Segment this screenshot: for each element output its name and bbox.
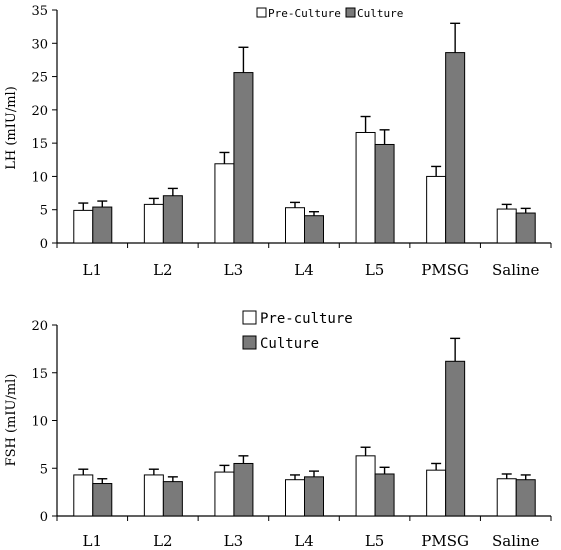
- fsh-category-label: L5: [365, 532, 385, 550]
- fsh-category-label: L1: [83, 532, 103, 550]
- lh-legend: Pre-Culture Culture: [256, 7, 403, 20]
- lh-legend-swatch-culture: [345, 7, 356, 18]
- lh-legend-label-culture: Culture: [357, 7, 403, 20]
- fsh-legend: Pre-culture Culture: [242, 310, 353, 352]
- fsh-bar-culture: [304, 476, 324, 517]
- fsh-bar-pre: [426, 469, 447, 517]
- lh-category-label: Saline: [492, 261, 539, 279]
- fsh-category-label: L3: [224, 532, 244, 550]
- lh-bar-culture: [515, 212, 536, 244]
- lh-y-tick-label: 30: [31, 37, 48, 52]
- fsh-bar-pre: [496, 478, 517, 517]
- fsh-y-axis-label: FSH (mIU/ml): [4, 374, 19, 467]
- fsh-y-tick-label: 10: [31, 415, 48, 430]
- fsh-bar-culture: [515, 479, 536, 517]
- lh-bar-culture: [374, 143, 395, 244]
- lh-category-label: L3: [224, 261, 244, 279]
- fsh-y-tick-label: 5: [40, 462, 48, 477]
- lh-category-label: L5: [365, 261, 385, 279]
- fsh-bar-culture: [92, 483, 113, 517]
- lh-legend-label-pre: Pre-Culture: [268, 7, 341, 20]
- fsh-category-label: L4: [294, 532, 314, 550]
- lh-y-tick-label: 15: [31, 137, 48, 152]
- fsh-bar-culture: [374, 473, 395, 517]
- lh-bar-pre: [496, 208, 517, 244]
- lh-bar-pre: [355, 131, 376, 244]
- fsh-chart: FSH (mIU/ml) Pre-culture Culture 0 5 10 15 2…: [4, 310, 552, 550]
- fsh-bar-culture: [445, 360, 466, 517]
- fsh-bar-pre: [214, 471, 235, 517]
- lh-category-label: L2: [153, 261, 173, 279]
- lh-bar-culture: [233, 72, 254, 244]
- lh-bar-culture: [162, 195, 183, 244]
- lh-chart: LH (mIU/ml) Pre-Culture Culture 0 5 10 15 20…: [4, 4, 552, 279]
- lh-bar-pre: [426, 175, 447, 244]
- lh-y-tick-label: 0: [40, 237, 48, 252]
- lh-category-label: L1: [83, 261, 103, 279]
- lh-bar-pre: [73, 209, 94, 244]
- lh-bar-culture: [92, 206, 113, 244]
- fsh-category-label: L2: [153, 532, 173, 550]
- fsh-bar-pre: [73, 474, 94, 517]
- fsh-bar-culture: [162, 481, 183, 517]
- lh-legend-swatch-pre: [256, 7, 267, 18]
- fsh-legend-label-pre: Pre-culture: [260, 311, 353, 327]
- fsh-bar-culture: [233, 462, 254, 517]
- lh-y-tick-label: 5: [40, 204, 48, 219]
- lh-category-label: PMSG: [421, 261, 469, 279]
- fsh-bar-pre: [355, 455, 376, 517]
- fsh-legend-label-culture: Culture: [260, 336, 319, 352]
- lh-y-tick-label: 35: [31, 4, 48, 19]
- lh-bar-culture: [304, 215, 324, 244]
- lh-y-tick-label: 20: [31, 104, 48, 119]
- fsh-legend-swatch-culture: [242, 335, 257, 350]
- fsh-bar-pre: [285, 479, 305, 517]
- lh-y-tick-label: 10: [31, 170, 48, 185]
- fsh-y-tick-label: 15: [31, 367, 48, 382]
- fsh-y-tick-label: 20: [31, 319, 48, 334]
- lh-y-tick-label: 25: [31, 71, 48, 86]
- fsh-category-label: Saline: [492, 532, 539, 550]
- lh-category-label: L4: [294, 261, 314, 279]
- lh-bar-pre: [214, 163, 235, 244]
- fsh-bar-pre: [143, 474, 164, 517]
- fsh-category-label: PMSG: [421, 532, 469, 550]
- lh-y-axis-label: LH (mIU/ml): [4, 86, 19, 170]
- lh-bar-pre: [285, 207, 305, 244]
- fsh-y-tick-label: 0: [40, 510, 48, 525]
- lh-bar-culture: [445, 52, 466, 244]
- fsh-legend-swatch-pre: [242, 310, 257, 325]
- lh-bar-pre: [143, 203, 164, 244]
